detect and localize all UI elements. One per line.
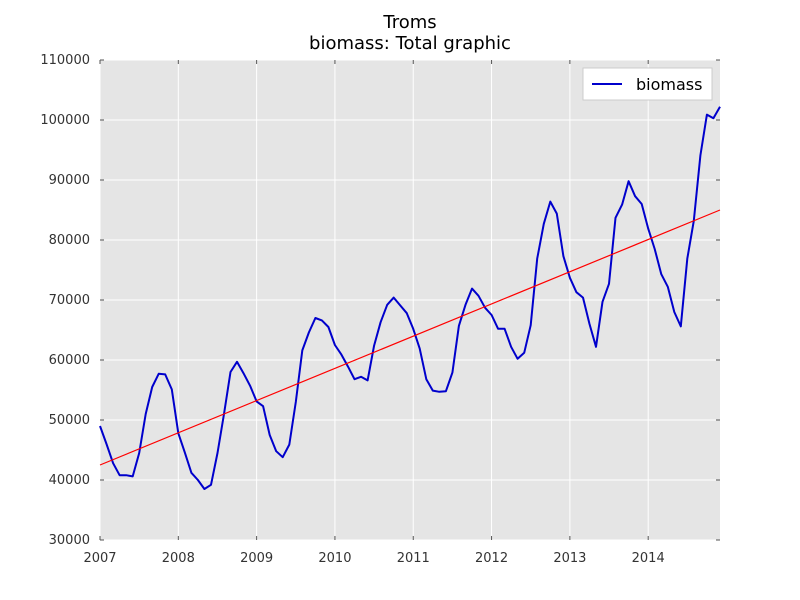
- legend-label-biomass: biomass: [636, 75, 702, 94]
- x-tick-label: 2007: [83, 551, 116, 566]
- y-tick-label: 30000: [49, 533, 90, 548]
- x-tick-label: 2013: [553, 551, 586, 566]
- chart-title: Troms: [383, 12, 437, 33]
- x-tick-label: 2014: [632, 551, 665, 566]
- x-tick-label: 2009: [240, 551, 273, 566]
- ticks: [99, 59, 720, 541]
- y-tick-label: 110000: [40, 53, 90, 68]
- series-layer: [99, 106, 721, 490]
- y-tick-label: 70000: [49, 293, 90, 308]
- x-tick-label: 2011: [397, 551, 430, 566]
- x-tick-label: 2012: [475, 551, 508, 566]
- y-tick-label: 50000: [49, 413, 90, 428]
- y-tick-label: 100000: [40, 113, 90, 128]
- biomass-series-line: [99, 106, 721, 490]
- y-tick-label: 80000: [49, 233, 90, 248]
- chart-subtitle: biomass: Total graphic: [309, 33, 511, 54]
- grid: [99, 59, 720, 541]
- x-tick-label: 2010: [318, 551, 351, 566]
- trend-series-line: [99, 209, 721, 466]
- y-tick-label: 60000: [49, 353, 90, 368]
- x-tick-label: 2008: [162, 551, 195, 566]
- y-tick-label: 90000: [49, 173, 90, 188]
- legend: biomass: [582, 67, 713, 101]
- y-tick-label: 40000: [49, 473, 90, 488]
- chart-title-block: Troms biomass: Total graphic: [0, 12, 800, 54]
- tick-labels: 30000 40000 50000 60000 70000 80000 90000 10000…: [40, 53, 664, 566]
